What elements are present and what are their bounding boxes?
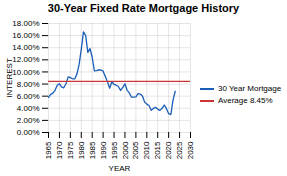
svg-text:YEAR: YEAR: [109, 164, 131, 173]
html-text:Average 8.45%: Average 8.45%: [218, 96, 273, 105]
svg-text:18.00%: 18.00%: [12, 19, 39, 28]
svg-text:0.00%: 0.00%: [17, 128, 40, 137]
svg-text:14.00%: 14.00%: [12, 43, 39, 52]
svg-text:8.00%: 8.00%: [17, 80, 40, 89]
html-text:30-Year Fixed Rate Mortgage Hi: 30-Year Fixed Rate Mortgage History: [47, 2, 240, 14]
svg-text:2005: 2005: [131, 141, 140, 159]
svg-text:2025: 2025: [175, 141, 184, 159]
svg-text:2000: 2000: [121, 141, 130, 159]
svg-text:1990: 1990: [99, 141, 108, 159]
svg-text:16.00%: 16.00%: [12, 31, 39, 40]
svg-text:1970: 1970: [55, 141, 64, 159]
svg-text:2010: 2010: [142, 141, 151, 159]
html-text:30 Year Mortgage: 30 Year Mortgage: [218, 84, 282, 93]
svg-text:12.00%: 12.00%: [12, 55, 39, 64]
svg-text:INTEREST: INTEREST: [5, 58, 14, 98]
svg-text:1980: 1980: [77, 141, 86, 159]
svg-text:2015: 2015: [153, 141, 162, 159]
svg-text:2030: 2030: [186, 141, 195, 159]
svg-text:10.00%: 10.00%: [12, 68, 39, 77]
svg-text:1965: 1965: [44, 141, 53, 159]
svg-text:1995: 1995: [110, 141, 119, 159]
svg-text:6.00%: 6.00%: [17, 92, 40, 101]
svg-text:1975: 1975: [66, 141, 75, 159]
svg-text:2.00%: 2.00%: [17, 116, 40, 125]
svg-text:1985: 1985: [88, 141, 97, 159]
svg-text:2020: 2020: [164, 141, 173, 159]
svg-text:4.00%: 4.00%: [17, 104, 40, 113]
